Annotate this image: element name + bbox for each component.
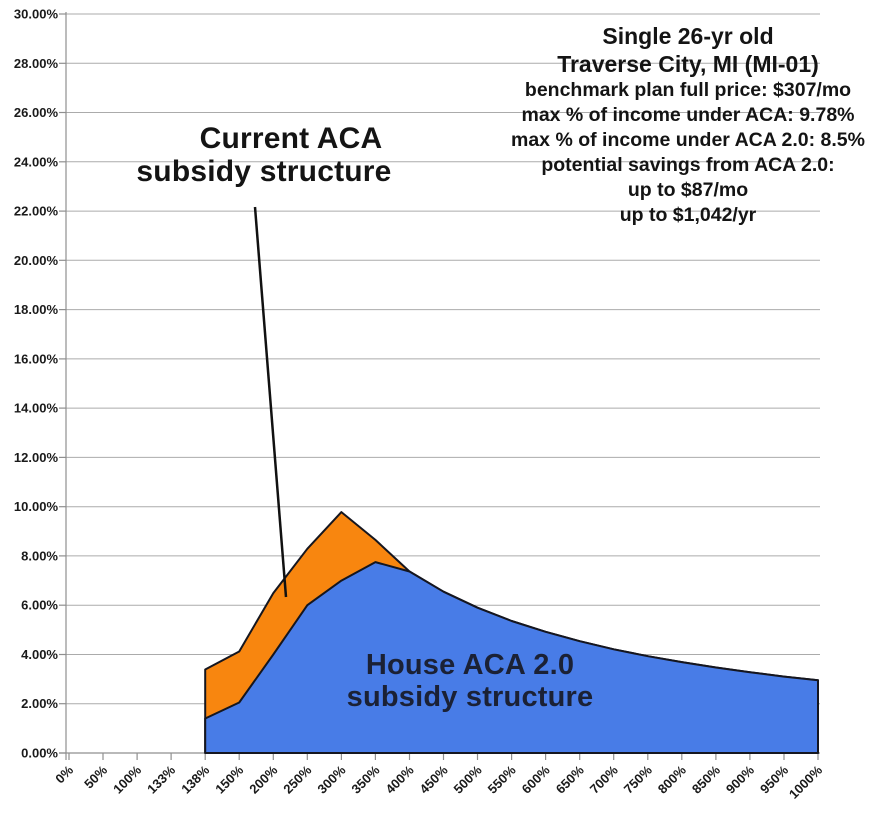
area-series-1 bbox=[204, 561, 819, 754]
x-tick-label: 150% bbox=[212, 762, 246, 796]
y-tick-label: 14.00% bbox=[14, 401, 59, 416]
series-areas bbox=[204, 511, 819, 754]
y-tick-label: 8.00% bbox=[21, 548, 58, 563]
x-tick-label: 650% bbox=[553, 762, 587, 796]
x-axis-labels: 0% 50% 100% 133% 138% 150% 200% 250% 300% 350% 400… bbox=[52, 762, 825, 802]
y-tick-label: 10.00% bbox=[14, 499, 59, 514]
y-tick-label: 22.00% bbox=[14, 204, 59, 219]
x-tick-label: 600% bbox=[519, 762, 553, 796]
y-tick-label: 18.00% bbox=[14, 302, 59, 317]
x-tick-label: 750% bbox=[621, 762, 655, 796]
house-aca-annotation-line2: subsidy structure bbox=[346, 681, 594, 713]
house-aca-annotation: House ACA 2.0 subsidy structure bbox=[320, 649, 620, 713]
y-tick-label: 12.00% bbox=[14, 450, 59, 465]
info-line-savings-year: up to $1,042/yr bbox=[619, 204, 757, 226]
info-line-max-aca: max % of income under ACA: 9.78% bbox=[521, 104, 855, 126]
y-tick-label: 26.00% bbox=[14, 105, 59, 120]
x-tick-label: 1000% bbox=[786, 762, 826, 802]
y-tick-label: 0.00% bbox=[21, 746, 58, 761]
x-tick-label: 300% bbox=[314, 762, 348, 796]
info-line-subject: Single 26-yr old bbox=[602, 23, 774, 49]
x-tick-label: 200% bbox=[246, 762, 280, 796]
scenario-info-box: Single 26-yr old Traverse City, MI (MI-0… bbox=[496, 22, 880, 228]
current-aca-annotation-line2: subsidy structure bbox=[136, 155, 392, 188]
info-line-max-aca2: max % of income under ACA 2.0: 8.5% bbox=[511, 129, 865, 151]
x-tick-label: 133% bbox=[144, 762, 178, 796]
x-tick-label: 0% bbox=[52, 762, 76, 786]
x-tick-label: 850% bbox=[689, 762, 723, 796]
y-tick-label: 28.00% bbox=[14, 56, 59, 71]
y-tick-label: 4.00% bbox=[21, 647, 58, 662]
gridlines bbox=[66, 13, 820, 705]
y-tick-label: 24.00% bbox=[14, 154, 59, 169]
x-tick-label: 450% bbox=[417, 762, 451, 796]
x-tick-label: 550% bbox=[485, 762, 519, 796]
current-aca-annotation-line1: Current ACA bbox=[199, 122, 383, 155]
y-tick-label: 30.00% bbox=[14, 7, 59, 22]
x-tick-label: 250% bbox=[280, 762, 314, 796]
y-tick-label: 16.00% bbox=[14, 351, 59, 366]
x-tick-label: 100% bbox=[110, 762, 144, 796]
x-tick-label: 500% bbox=[451, 762, 485, 796]
info-line-location: Traverse City, MI (MI-01) bbox=[557, 51, 819, 77]
house-aca-annotation-line1: House ACA 2.0 bbox=[365, 649, 575, 681]
x-tick-label: 800% bbox=[655, 762, 689, 796]
y-tick-label: 2.00% bbox=[21, 696, 58, 711]
info-line-benchmark: benchmark plan full price: $307/mo bbox=[524, 79, 852, 101]
info-line-savings-month: up to $87/mo bbox=[627, 179, 749, 201]
y-axis-labels: 30.00% 28.00% 26.00% 24.00% 22.00% 20.00% 18.0… bbox=[14, 7, 59, 761]
current-aca-pointer-line bbox=[253, 206, 288, 598]
y-tick-label: 6.00% bbox=[21, 598, 58, 613]
x-tick-label: 700% bbox=[587, 762, 621, 796]
x-tick-label: 138% bbox=[178, 762, 212, 796]
info-line-savings-title: potential savings from ACA 2.0: bbox=[541, 154, 835, 176]
x-tick-label: 350% bbox=[348, 762, 382, 796]
x-tick-label: 50% bbox=[81, 762, 110, 791]
y-tick-label: 20.00% bbox=[14, 253, 59, 268]
x-tick-label: 400% bbox=[383, 762, 417, 796]
x-tick-label: 900% bbox=[723, 762, 757, 796]
